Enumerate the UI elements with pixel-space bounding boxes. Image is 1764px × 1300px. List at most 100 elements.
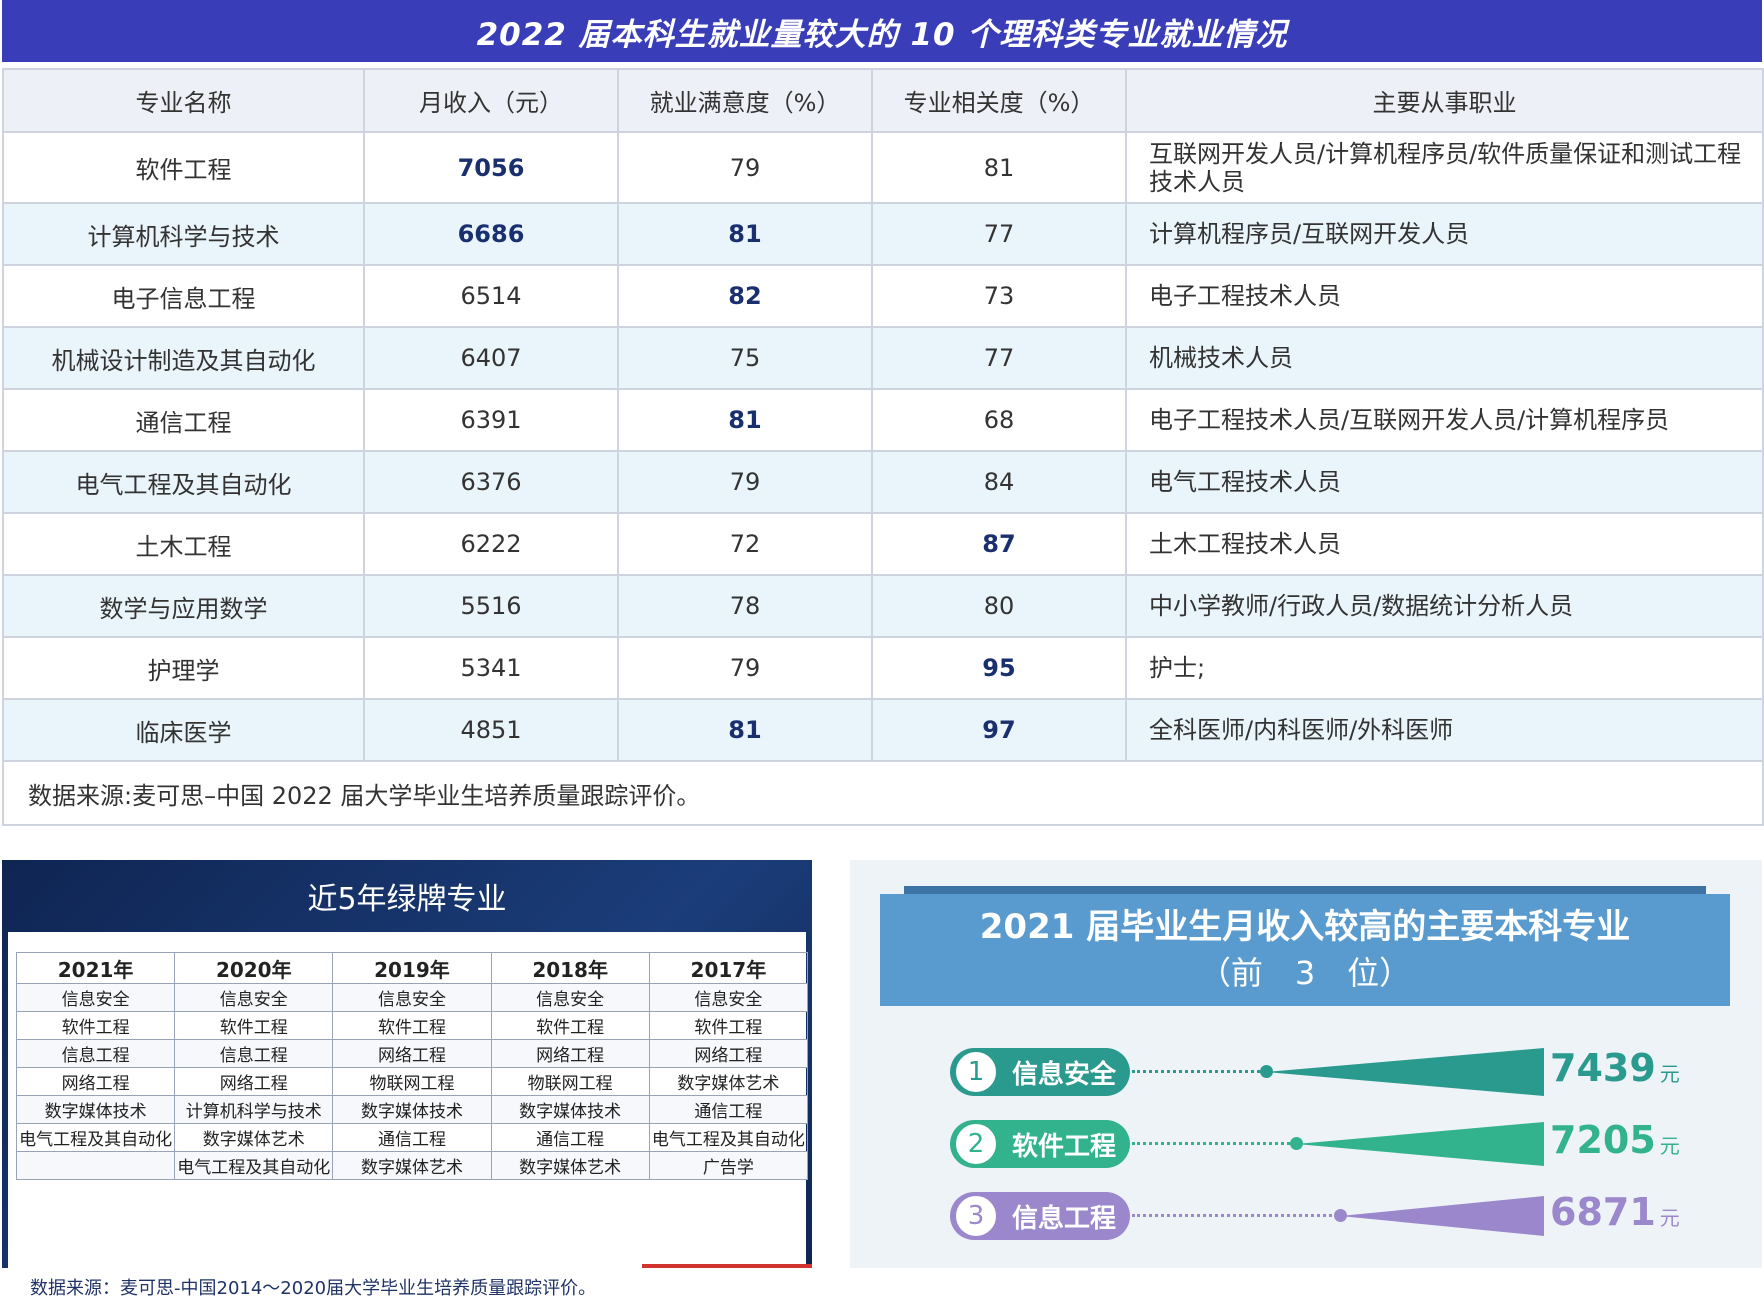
table-row: 软件工程 7056 79 81 互联网开发人员/计算机程序员/软件质量保证和测试… [2,131,1764,204]
rank-major: 信息安全 [1012,1059,1117,1090]
table-row: 电气工程及其自动化 数字媒体艺术 数字媒体艺术 广告学 [15,1151,809,1180]
dotted-leader [1132,1142,1290,1145]
header-occupation: 主要从事职业 [1125,68,1764,133]
dotted-leader [1132,1070,1260,1073]
table-row: 电气工程及其自动化 数字媒体艺术 通信工程 通信工程 电气工程及其自动化 [15,1123,809,1152]
cell: 信息安全 [648,983,809,1012]
header-2019: 2019年 [332,952,492,984]
income-number: 7439 [1550,1046,1656,1090]
table-row: 数学与应用数学 5516 78 80 中小学教师/行政人员/数据统计分析人员 [2,574,1764,638]
cell: 通信工程 [490,1123,650,1152]
rank-number: 1 [954,1050,998,1094]
income-wedge [1296,1120,1544,1168]
cell-satisfaction: 82 [617,264,873,328]
cell-income: 6686 [363,202,619,266]
cell: 电气工程及其自动化 [15,1123,176,1152]
header-2017: 2017年 [648,952,809,984]
income-number: 6871 [1550,1190,1656,1234]
cell-relevance: 87 [871,512,1127,576]
table-row: 数字媒体技术 计算机科学与技术 数字媒体技术 数字媒体技术 通信工程 [15,1095,809,1124]
cell: 电气工程及其自动化 [648,1123,809,1152]
cell: 信息安全 [490,983,650,1012]
cell-income: 5516 [363,574,619,638]
cell-major: 数学与应用数学 [2,574,365,638]
cell-income: 7056 [363,131,619,204]
header-relevance: 专业相关度（%） [871,68,1127,133]
green-majors-panel: 近5年绿牌专业 2021年 2020年 2019年 2018年 2017年 信息… [2,860,812,1299]
cell-relevance: 77 [871,326,1127,390]
cell-satisfaction: 75 [617,326,873,390]
table-row: 信息工程 信息工程 网络工程 网络工程 网络工程 [15,1039,809,1068]
cell: 网络工程 [15,1067,176,1096]
cell-income: 6407 [363,326,619,390]
cell-major: 计算机科学与技术 [2,202,365,266]
cell: 软件工程 [174,1011,334,1040]
employment-table: 专业名称 月收入（元） 就业满意度（%） 专业相关度（%） 主要从事职业 软件工… [2,68,1764,826]
cell-occupation: 机械技术人员 [1125,326,1764,390]
cell-relevance: 95 [871,636,1127,700]
income-panel-header: 2021 届毕业生月收入较高的主要本科专业 （前 3 位） [880,886,1730,1006]
header-satisfaction: 就业满意度（%） [617,68,873,133]
cell-major: 软件工程 [2,131,365,204]
cell: 数字媒体技术 [332,1095,492,1124]
table-header-row: 专业名称 月收入（元） 就业满意度（%） 专业相关度（%） 主要从事职业 [2,68,1764,133]
cell: 数字媒体艺术 [490,1151,650,1180]
cell-major: 土木工程 [2,512,365,576]
cell-relevance: 68 [871,388,1127,452]
rank-number: 2 [954,1122,998,1166]
rank-number: 3 [954,1194,998,1238]
cell: 信息安全 [15,983,176,1012]
table-row: 土木工程 6222 72 87 土木工程技术人员 [2,512,1764,576]
header-2018: 2018年 [490,952,650,984]
cell: 计算机科学与技术 [174,1095,334,1124]
cell-major: 机械设计制造及其自动化 [2,326,365,390]
rank-row-2: 2 软件工程 7205 元 [950,1118,1750,1172]
income-wedge [1266,1048,1544,1096]
rank-row-3: 3 信息工程 6871 元 [950,1190,1750,1244]
cell-satisfaction: 79 [617,131,873,204]
cell-satisfaction: 81 [617,698,873,762]
cell: 信息工程 [174,1039,334,1068]
income-wedge [1340,1192,1544,1240]
cell: 物联网工程 [332,1067,492,1096]
table-row: 机械设计制造及其自动化 6407 75 77 机械技术人员 [2,326,1764,390]
income-panel-title: 2021 届毕业生月收入较高的主要本科专业 [979,907,1631,947]
cell-income: 6376 [363,450,619,514]
cell: 数字媒体技术 [15,1095,176,1124]
cell-income: 6222 [363,512,619,576]
rank-pill: 2 软件工程 [950,1120,1130,1168]
red-accent-bar [642,1264,812,1268]
cell: 网络工程 [332,1039,492,1068]
cell: 物联网工程 [490,1067,650,1096]
cell-satisfaction: 78 [617,574,873,638]
green-panel-body: 2021年 2020年 2019年 2018年 2017年 信息安全 信息安全 … [8,932,809,1299]
cell-occupation: 全科医师/内科医师/外科医师 [1125,698,1764,762]
table-row: 护理学 5341 79 95 护士; [2,636,1764,700]
income-ranking-panel: 2021 届毕业生月收入较高的主要本科专业 （前 3 位） 1 信息安全 743… [850,860,1762,1268]
header-income: 月收入（元） [363,68,619,133]
table-row: 网络工程 网络工程 物联网工程 物联网工程 数字媒体艺术 [15,1067,809,1096]
cell-relevance: 73 [871,264,1127,328]
cell: 软件工程 [332,1011,492,1040]
cell-occupation: 电子工程技术人员/互联网开发人员/计算机程序员 [1125,388,1764,452]
income-number: 7205 [1550,1118,1656,1162]
cell-occupation: 中小学教师/行政人员/数据统计分析人员 [1125,574,1764,638]
income-value: 7439 元 [1550,1046,1680,1090]
cell-major: 通信工程 [2,388,365,452]
cell-income: 5341 [363,636,619,700]
cell: 数字媒体艺术 [332,1151,492,1180]
green-majors-table: 2021年 2020年 2019年 2018年 2017年 信息安全 信息安全 … [15,952,809,1180]
header-2020: 2020年 [174,952,334,984]
cell-relevance: 80 [871,574,1127,638]
cell-occupation: 计算机程序员/互联网开发人员 [1125,202,1764,266]
table-row: 计算机科学与技术 6686 81 77 计算机程序员/互联网开发人员 [2,202,1764,266]
table-title: 2022 届本科生就业量较大的 10 个理科类专业就业情况 [2,0,1762,62]
cell-occupation: 电子工程技术人员 [1125,264,1764,328]
dotted-leader [1132,1214,1332,1217]
cell: 软件工程 [648,1011,809,1040]
leader-dot [1334,1209,1347,1222]
rank-major: 软件工程 [1012,1131,1117,1162]
cell: 软件工程 [490,1011,650,1040]
cell: 数字媒体艺术 [174,1123,334,1152]
rank-pill: 3 信息工程 [950,1192,1130,1240]
